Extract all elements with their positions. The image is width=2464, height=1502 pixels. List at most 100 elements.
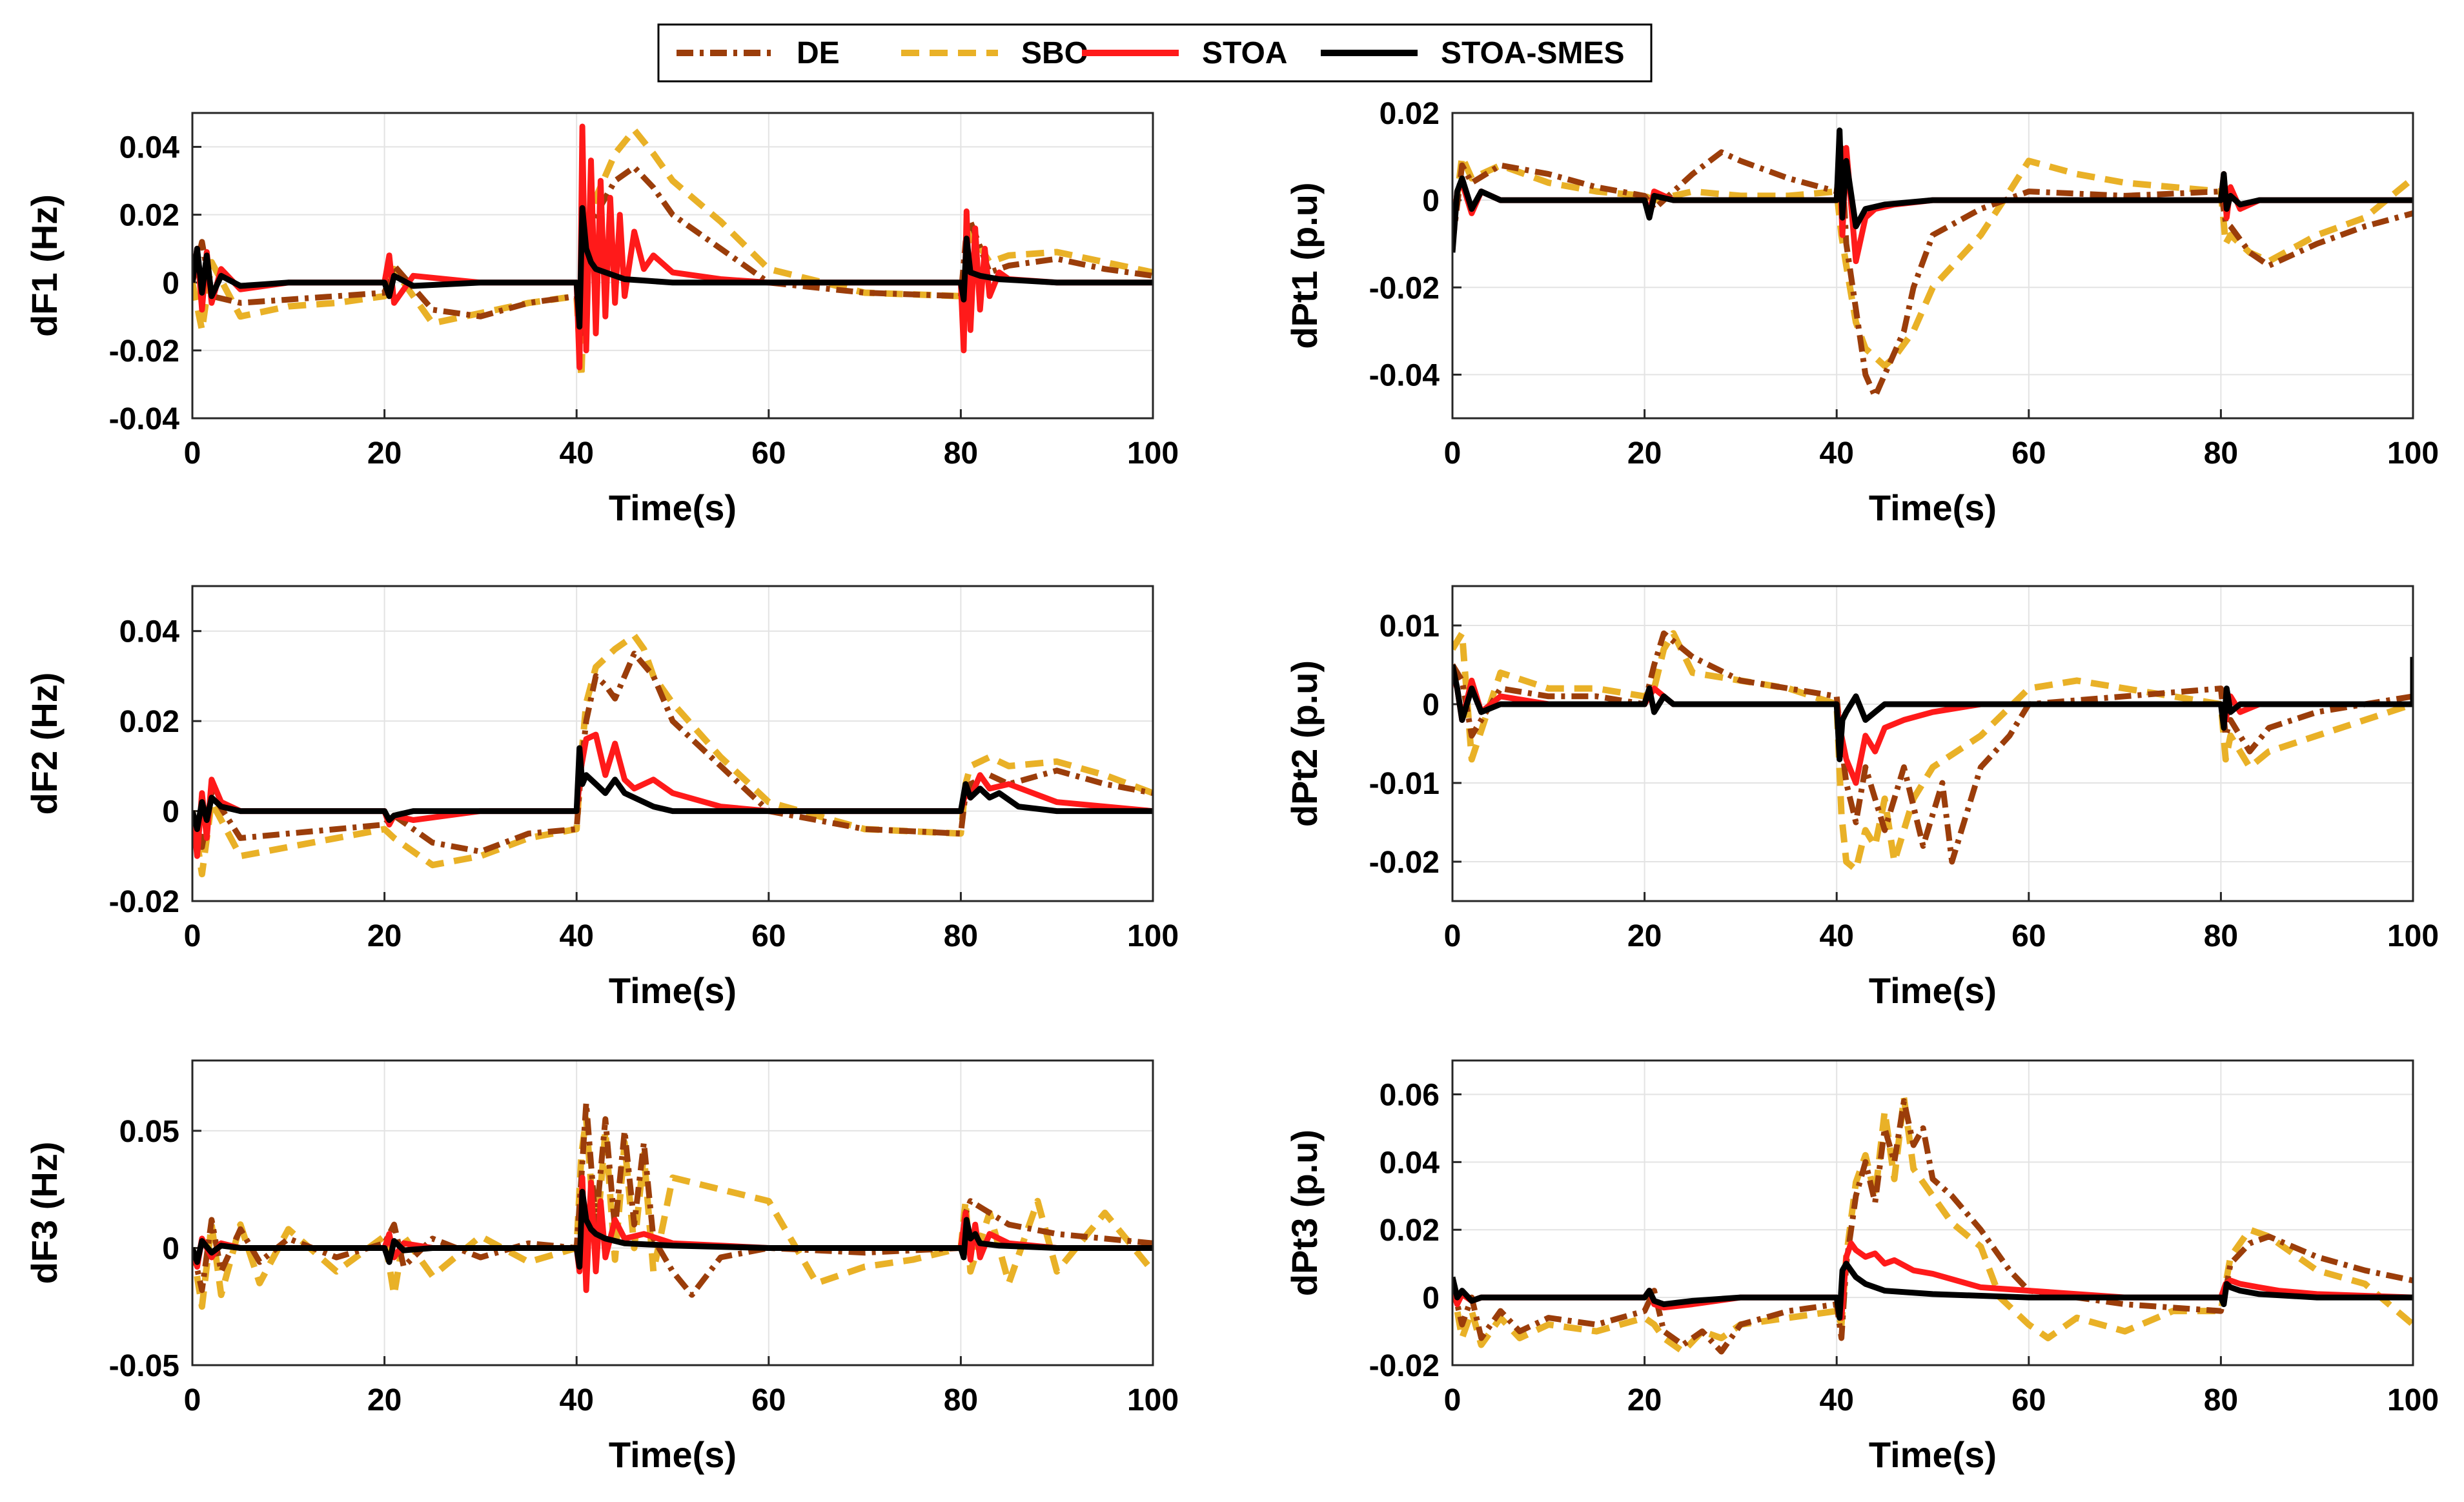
- series-line-stoa-smes: [192, 205, 1153, 330]
- y-tick-label: 0: [162, 267, 179, 301]
- x-tick-label: 0: [1444, 919, 1461, 953]
- y-tick-label: -0.04: [109, 402, 180, 436]
- x-axis-title: Time(s): [609, 1434, 737, 1475]
- legend-label-stoa: STOA: [1202, 36, 1287, 70]
- plot-area: [1451, 585, 2414, 902]
- x-tick-label: 0: [184, 436, 201, 471]
- y-tick-label: 0.04: [119, 615, 180, 649]
- series-line-de: [192, 651, 1153, 855]
- y-axis-title: dF2 (Hz): [24, 673, 65, 815]
- x-tick-label: 20: [367, 436, 402, 471]
- x-tick-label: 100: [2387, 919, 2439, 953]
- y-tick-label: 0.06: [1380, 1078, 1440, 1112]
- plot-area: [191, 585, 1154, 902]
- y-tick-label: -0.02: [109, 334, 179, 369]
- x-tick-label: 80: [944, 919, 978, 953]
- x-tick-label: 60: [2011, 919, 2046, 953]
- x-tick-label: 100: [1127, 919, 1179, 953]
- y-tick-label: 0: [1422, 184, 1440, 218]
- x-tick-label: 40: [560, 919, 594, 953]
- x-tick-label: 40: [1820, 919, 1854, 953]
- axes-frame: [1451, 1059, 2414, 1366]
- x-axis-title: Time(s): [1869, 1434, 1997, 1475]
- series-line-stoa-smes: [192, 1188, 1153, 1270]
- series-line-stoa-smes: [192, 745, 1153, 832]
- series-group: [1452, 127, 2413, 400]
- y-tick-label: -0.05: [109, 1349, 179, 1383]
- y-tick-label: 0.05: [119, 1115, 179, 1149]
- series-line-sbo: [1452, 153, 2413, 369]
- series-group: [192, 123, 1153, 381]
- x-tick-label: 100: [2387, 1383, 2439, 1417]
- axes-frame: [1451, 585, 2414, 902]
- x-tick-label: 60: [751, 436, 786, 471]
- x-tick-label: 20: [367, 919, 402, 953]
- x-tick-label: 60: [751, 919, 786, 953]
- y-tick-label: 0.02: [119, 705, 179, 739]
- series-group: [1452, 1094, 2413, 1355]
- y-axis-title: dF3 (Hz): [24, 1142, 65, 1284]
- y-tick-label: 0: [1422, 688, 1440, 722]
- x-tick-label: 60: [2011, 1383, 2046, 1417]
- x-tick-label: 0: [1444, 436, 1461, 471]
- x-tick-label: 80: [944, 436, 978, 471]
- x-tick-label: 100: [2387, 436, 2439, 471]
- x-tick-label: 60: [751, 1383, 786, 1417]
- y-tick-label: 0.02: [119, 199, 179, 233]
- y-tick-label: -0.02: [1369, 846, 1440, 880]
- x-tick-label: 80: [944, 1383, 978, 1417]
- x-tick-label: 80: [2204, 1383, 2238, 1417]
- y-axis-title: dPt1 (p.u): [1284, 182, 1325, 349]
- x-axis-title: Time(s): [1869, 487, 1997, 528]
- axes-frame: [191, 1059, 1154, 1366]
- x-tick-label: 20: [1627, 1383, 1662, 1417]
- y-tick-label: -0.01: [1369, 767, 1440, 801]
- legend-label-sbo: SBO: [1021, 36, 1088, 70]
- y-tick-label: 0: [1422, 1281, 1440, 1315]
- legend: DE SBO STOA STOA-SMES: [657, 23, 1653, 83]
- y-tick-label: -0.02: [109, 885, 179, 919]
- x-axis-title: Time(s): [1869, 970, 1997, 1011]
- series-line-stoa-smes: [1452, 656, 2413, 762]
- x-tick-label: 0: [184, 1383, 201, 1417]
- axes-frame: [1451, 112, 2414, 420]
- x-tick-label: 80: [2204, 919, 2238, 953]
- subplot-df1: 0 20 40 60 80 100 -0.04 -0.02 0 0.02 0.04 Time(s) dF…: [24, 112, 1179, 528]
- series-line-de: [1452, 145, 2413, 400]
- series-line-stoa-smes: [1452, 127, 2413, 253]
- y-tick-label: -0.04: [1369, 358, 1440, 392]
- x-tick-label: 0: [1444, 1383, 1461, 1417]
- x-axis-title: Time(s): [609, 970, 737, 1011]
- y-tick-label: 0.04: [1380, 1146, 1440, 1180]
- series-group: [192, 1099, 1153, 1310]
- axes-frame: [191, 112, 1154, 420]
- y-tick-label: 0.02: [1380, 1213, 1440, 1248]
- y-axis-title: dF1 (Hz): [24, 194, 65, 337]
- y-tick-label: -0.02: [1369, 271, 1440, 305]
- x-tick-label: 80: [2204, 436, 2238, 471]
- y-tick-label: 0: [162, 1232, 179, 1266]
- subplot-dpt3: 0 20 40 60 80 100-0.0200.020.040.06Time(s)dPt…: [1284, 1059, 2439, 1475]
- y-axis-title: dPt3 (p.u): [1284, 1130, 1325, 1296]
- y-tick-label: 0.01: [1380, 609, 1440, 644]
- series-group: [1452, 630, 2413, 873]
- y-tick-label: 0.02: [1380, 97, 1440, 131]
- plot-area: [1451, 112, 2414, 420]
- x-tick-label: 40: [1820, 436, 1854, 471]
- subplot-dpt2: 0 20 40 60 80 100 -0.02 -0.01 0 0.01 Time(s) dPt2 (…: [1284, 585, 2439, 1011]
- plot-area: [191, 1059, 1154, 1366]
- series-line-stoa-smes: [1452, 1261, 2413, 1321]
- y-tick-label: -0.02: [1369, 1349, 1440, 1383]
- subplot-grid: 0 20 40 60 80 100-0.04-0.0200.020.04Time(s)dF…: [24, 97, 2439, 1475]
- legend-label-de: DE: [797, 36, 840, 70]
- x-tick-label: 0: [184, 919, 201, 953]
- y-tick-label: 0.04: [119, 131, 180, 165]
- x-tick-label: 20: [1627, 436, 1662, 471]
- series-group: [192, 632, 1153, 878]
- x-tick-label: 40: [560, 436, 594, 471]
- x-axis-title: Time(s): [609, 487, 737, 528]
- x-tick-label: 20: [367, 1383, 402, 1417]
- legend-label-stoa-smes: STOA-SMES: [1441, 36, 1624, 70]
